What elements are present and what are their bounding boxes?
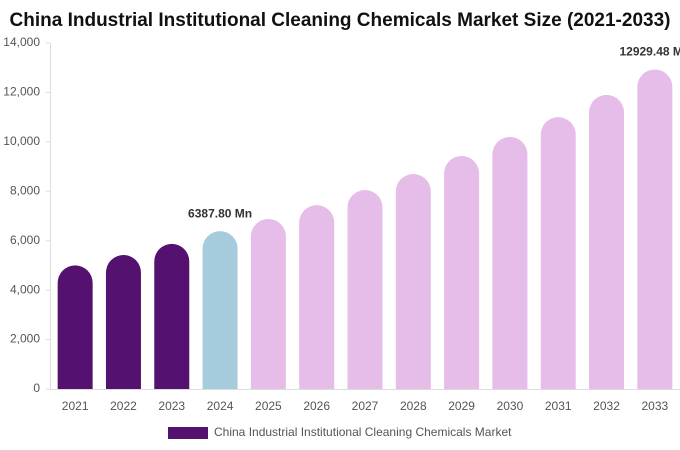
x-tick-label: 2024 [207, 399, 234, 413]
x-tick-label: 2027 [352, 399, 379, 413]
value-label: 6387.80 Mn [188, 206, 252, 220]
x-tick-label: 2021 [62, 399, 89, 413]
x-tick-label: 2033 [641, 399, 668, 413]
x-tick-label: 2026 [303, 399, 330, 413]
bar [299, 205, 335, 389]
x-tick-label: 2028 [400, 399, 427, 413]
y-tick-label: 6,000 [10, 233, 40, 247]
chart-title: China Industrial Institutional Cleaning … [10, 10, 671, 31]
bar [57, 265, 93, 389]
bar [202, 231, 238, 389]
bar [589, 94, 625, 390]
value-label: 12929.48 Mn [619, 45, 680, 59]
bar [540, 117, 576, 389]
legend-label: China Industrial Institutional Cleaning … [214, 425, 512, 439]
y-tick-label: 8,000 [10, 183, 40, 197]
bar [395, 173, 431, 389]
bar [105, 255, 141, 389]
x-tick-label: 2029 [448, 399, 475, 413]
bar [250, 218, 286, 389]
y-tick-label: 14,000 [3, 35, 40, 49]
bar [347, 190, 383, 389]
legend-swatch [168, 427, 208, 439]
bar [492, 136, 528, 389]
y-tick-label: 2,000 [10, 332, 40, 346]
y-tick-label: 12,000 [3, 85, 40, 99]
bar [637, 69, 673, 389]
x-tick-label: 2032 [593, 399, 620, 413]
x-tick-label: 2031 [545, 399, 572, 413]
y-tick-label: 10,000 [3, 134, 40, 148]
y-tick-label: 0 [33, 381, 40, 395]
bar [444, 155, 480, 389]
x-tick-label: 2023 [158, 399, 185, 413]
x-tick-label: 2022 [110, 399, 137, 413]
x-tick-label: 2025 [255, 399, 282, 413]
bar [154, 243, 190, 389]
x-tick-label: 2030 [497, 399, 524, 413]
y-tick-label: 4,000 [10, 282, 40, 296]
